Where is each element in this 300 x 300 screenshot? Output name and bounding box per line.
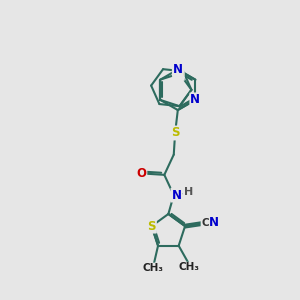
Text: S: S [171, 127, 179, 140]
Text: C: C [202, 218, 209, 228]
Text: N: N [172, 189, 182, 202]
Text: N: N [209, 216, 219, 230]
Text: CH₃: CH₃ [142, 263, 163, 273]
Text: O: O [136, 167, 146, 180]
Text: N: N [173, 63, 183, 76]
Text: CH₃: CH₃ [178, 262, 199, 272]
Text: N: N [190, 93, 200, 106]
Text: H: H [184, 188, 193, 197]
Text: S: S [175, 67, 184, 80]
Text: S: S [147, 220, 156, 232]
